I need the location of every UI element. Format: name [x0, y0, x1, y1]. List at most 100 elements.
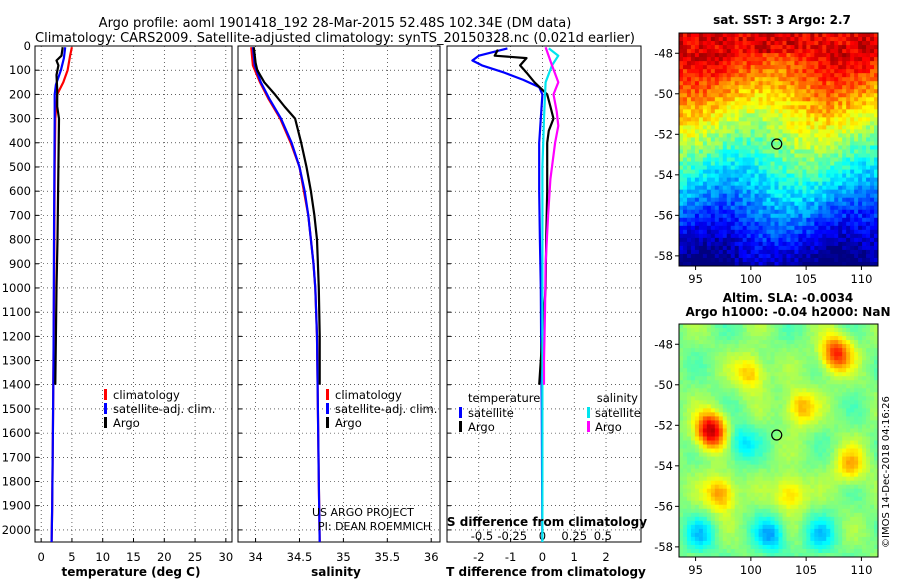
map-cell	[730, 464, 736, 470]
map-cell	[702, 356, 708, 361]
map-cell	[694, 89, 700, 94]
map-cell	[742, 177, 748, 183]
map-cell	[750, 396, 756, 401]
map-cell	[770, 53, 775, 58]
map-cell	[794, 97, 799, 102]
map-cell	[754, 201, 759, 207]
map-cell	[770, 57, 775, 62]
map-cell	[806, 336, 811, 341]
map-cell	[802, 332, 807, 337]
map-cell	[838, 360, 843, 365]
map-cell	[746, 41, 752, 46]
map-cell	[818, 448, 823, 453]
map-cell	[762, 161, 767, 166]
map-cell	[794, 109, 799, 114]
map-cell	[770, 336, 775, 341]
map-cell	[842, 57, 847, 62]
map-cell	[866, 141, 871, 146]
map-cell	[810, 209, 815, 215]
map-cell	[746, 344, 752, 349]
map-cell	[838, 169, 843, 175]
map-cell	[822, 424, 827, 429]
map-cell	[790, 145, 795, 150]
map-cell	[810, 77, 815, 82]
map-cell	[810, 368, 815, 373]
map-cell	[814, 145, 819, 150]
map-cell	[862, 145, 867, 150]
map-cell	[846, 436, 851, 441]
map-cell	[810, 85, 815, 90]
map-cell	[702, 340, 708, 345]
map-cell	[810, 332, 815, 337]
map-cell	[838, 61, 843, 66]
map-cell	[794, 177, 799, 183]
map-cell	[762, 69, 767, 74]
map-cell	[714, 340, 720, 345]
map-cell	[858, 145, 863, 150]
map-cell	[766, 384, 771, 389]
map-cell	[758, 133, 763, 138]
map-cell	[870, 348, 875, 353]
map-cell	[782, 404, 787, 409]
map-cell	[750, 201, 756, 207]
map-cell	[834, 45, 839, 50]
map-cell	[818, 376, 823, 381]
map-cell	[706, 428, 712, 433]
map-cell	[818, 340, 823, 345]
map-cell	[682, 41, 688, 46]
map-cell	[698, 249, 704, 255]
map-cell	[782, 33, 787, 38]
map-cell	[750, 241, 756, 247]
map-cell	[850, 440, 855, 445]
map-cell	[854, 241, 859, 247]
map-cell	[786, 464, 791, 470]
map-cell	[806, 197, 811, 203]
map-cell	[750, 352, 756, 357]
map-cell	[850, 185, 855, 191]
map-cell	[862, 352, 867, 357]
map-cell	[710, 324, 716, 329]
map-cell	[850, 368, 855, 373]
map-cell	[766, 392, 771, 397]
map-cell	[774, 169, 779, 175]
map-cell	[822, 165, 827, 170]
map-cell	[698, 416, 704, 421]
map-cell	[690, 129, 696, 134]
map-cell	[846, 249, 851, 255]
map-cell	[842, 257, 847, 263]
map-cell	[718, 428, 724, 433]
map-cell	[698, 368, 704, 373]
map-cell	[866, 376, 871, 381]
map-cell	[858, 380, 863, 385]
map-cell	[874, 249, 879, 255]
map-cell	[850, 93, 855, 98]
map-cell	[786, 221, 791, 227]
map-cell	[774, 65, 779, 70]
map-cell	[790, 245, 795, 251]
map-cell	[710, 81, 716, 86]
map-cell	[710, 420, 716, 425]
map-cell	[754, 229, 759, 235]
map-cell	[786, 225, 791, 231]
map-cell	[850, 376, 855, 381]
map-cell	[834, 105, 839, 110]
map-cell	[838, 336, 843, 341]
map-cell	[774, 125, 779, 130]
map-cell	[806, 77, 811, 82]
map-cell	[726, 85, 732, 90]
map-cell	[802, 125, 807, 130]
map-cell	[742, 45, 748, 50]
map-cell	[830, 73, 835, 78]
map-cell	[862, 448, 867, 453]
map-cell	[738, 388, 744, 393]
map-lat-label: -56	[654, 208, 673, 222]
map-cell	[782, 53, 787, 58]
map-cell	[870, 249, 875, 255]
map-cell	[726, 392, 732, 397]
map-cell	[838, 416, 843, 421]
map-cell	[830, 33, 835, 38]
map-cell	[690, 185, 696, 191]
map-cell	[810, 53, 815, 58]
map-cell	[722, 436, 728, 441]
map-cell	[694, 113, 700, 118]
